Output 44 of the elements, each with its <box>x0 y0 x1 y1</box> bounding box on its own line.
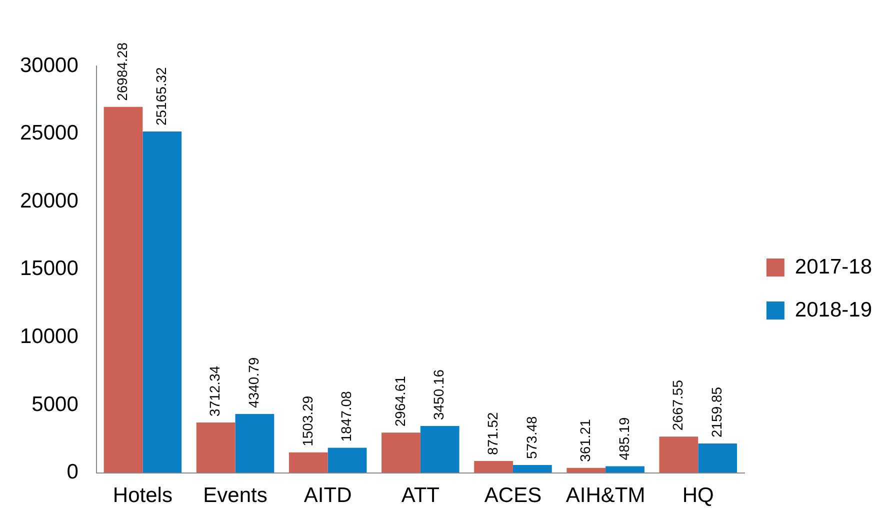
bar <box>382 432 420 473</box>
y-tick-label: 20000 <box>20 189 78 212</box>
data-label: 2159.85 <box>708 386 724 438</box>
x-tick-label: ATT <box>401 484 440 508</box>
bar <box>420 426 460 473</box>
x-tick-label: AITD <box>304 484 352 508</box>
data-label: 361.21 <box>576 418 593 462</box>
x-tick-label: ACES <box>484 484 542 508</box>
y-tick-label: 25000 <box>20 122 78 145</box>
data-label: 1847.08 <box>338 390 354 442</box>
data-label: 3450.16 <box>430 369 447 420</box>
data-label: 2964.61 <box>392 376 408 427</box>
bar <box>104 106 143 473</box>
x-tick-label: Events <box>203 484 268 508</box>
data-label: 871.52 <box>484 412 500 455</box>
bar <box>606 466 644 473</box>
data-label: 25165.32 <box>152 66 169 126</box>
bar <box>659 436 698 473</box>
data-label: 26984.28 <box>114 42 130 101</box>
x-tick-label: Hotels <box>112 484 172 508</box>
data-label: 4340.79 <box>246 357 262 408</box>
y-tick-label: 15000 <box>20 257 78 280</box>
y-tick-label: 0 <box>66 460 78 484</box>
y-tick-label: 5000 <box>32 392 78 416</box>
x-tick-label: AIH&TM <box>566 484 646 508</box>
legend-label: 2018-19 <box>794 298 872 322</box>
y-tick-label: 10000 <box>20 324 78 348</box>
x-tick-label: HQ <box>682 484 714 508</box>
data-label: 1503.29 <box>299 396 316 446</box>
bar <box>196 422 236 473</box>
bar <box>474 460 513 473</box>
bar <box>512 465 552 473</box>
bar <box>328 448 367 473</box>
y-tick-label: 30000 <box>20 54 78 77</box>
data-label: 573.48 <box>523 416 540 460</box>
bar <box>698 444 738 473</box>
legend-label: 2017-18 <box>794 255 872 278</box>
bar <box>235 414 274 473</box>
data-label: 2667.55 <box>670 380 686 431</box>
data-label: 485.19 <box>616 417 632 460</box>
bar <box>566 468 606 473</box>
data-label: 3712.34 <box>206 366 223 416</box>
bar <box>288 452 328 473</box>
bar <box>142 132 182 473</box>
